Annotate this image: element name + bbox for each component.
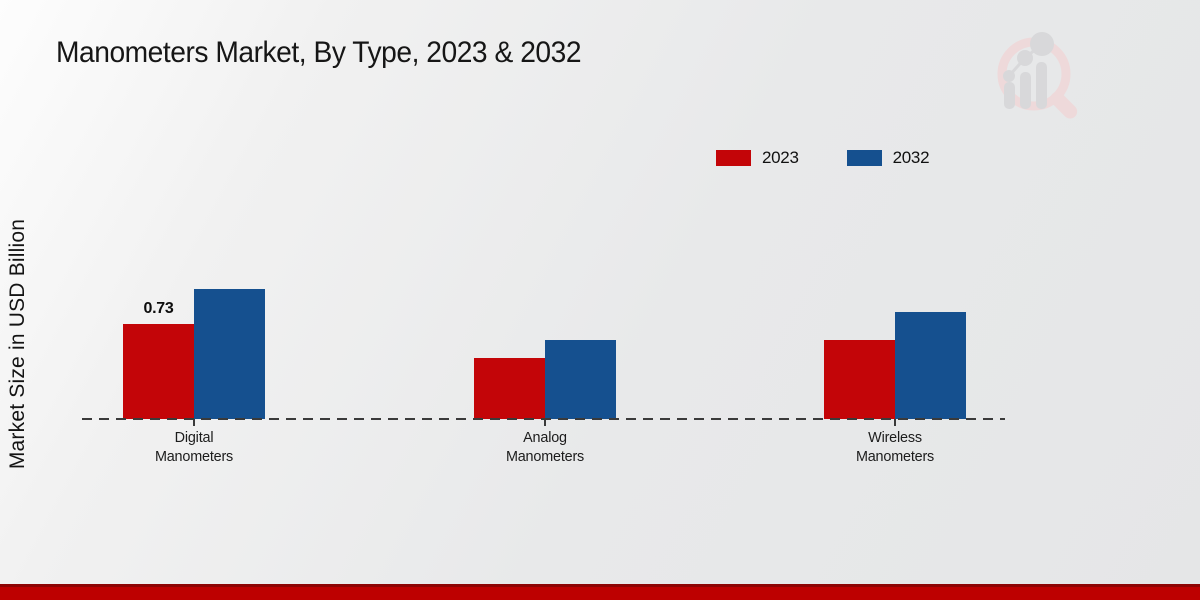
axis-tick-analog-manometers	[544, 419, 546, 426]
footer-accent-bar	[0, 584, 1200, 600]
bar-2023-analog-manometers	[474, 358, 545, 419]
axis-tick-digital-manometers	[193, 419, 195, 426]
axis-tick-wireless-manometers	[894, 419, 896, 426]
bar-2032-digital-manometers	[194, 289, 265, 419]
legend-label-2023: 2023	[762, 148, 799, 167]
legend-swatch-2023	[716, 150, 751, 166]
x-axis-label-wireless-manometers: Wireless Manometers	[855, 429, 935, 465]
x-axis-label-digital-manometers: Digital Manometers	[154, 429, 234, 465]
bar-2023-wireless-manometers	[824, 340, 895, 419]
market-research-future-logo-icon	[997, 32, 1078, 119]
x-axis-baseline	[82, 418, 1005, 420]
legend-item-2032: 2032	[846, 148, 930, 168]
bar-2032-analog-manometers	[545, 340, 616, 419]
bar-value-label-2023-digital-manometers: 0.73	[143, 300, 174, 317]
chart-legend: 2023 2032	[716, 148, 930, 168]
bar-2032-wireless-manometers	[895, 312, 966, 419]
x-axis-label-analog-manometers: Analog Manometers	[505, 429, 585, 465]
legend-label-2032: 2032	[892, 148, 930, 167]
legend-swatch-2032	[846, 150, 882, 166]
bar-2023-digital-manometers	[123, 324, 194, 419]
page-title: Manometers Market, By Type, 2023 & 2032	[56, 36, 582, 69]
legend-item-2023: 2023	[716, 148, 799, 168]
